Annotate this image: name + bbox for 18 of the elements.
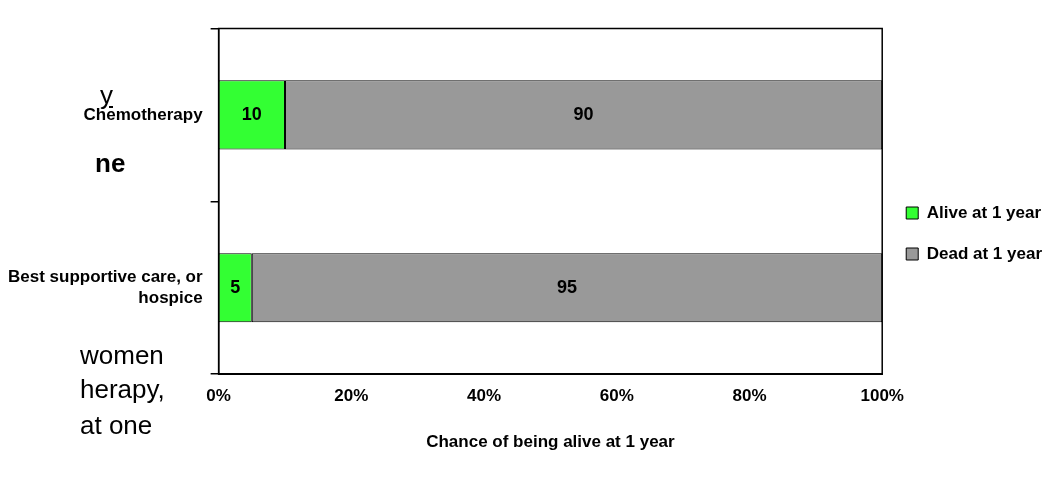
x-tick-label: 80% bbox=[732, 386, 767, 406]
x-tick-label: 60% bbox=[599, 386, 634, 406]
text: herapy, bbox=[80, 374, 165, 405]
data-label: 95 bbox=[556, 276, 578, 297]
x-tick-label: 100% bbox=[860, 386, 904, 406]
legend-label: Alive at 1 year bbox=[926, 202, 1042, 222]
text: ne bbox=[95, 148, 126, 179]
data-label: 90 bbox=[573, 103, 594, 124]
data-label: 5 bbox=[230, 276, 241, 297]
x-tick-label: 40% bbox=[467, 386, 502, 406]
y-tick-label: Best supportive care, or hospice bbox=[8, 267, 203, 307]
x-axis-title: Chance of being alive at 1 year bbox=[426, 432, 676, 452]
x-tick-label: 0% bbox=[206, 386, 231, 406]
x-tick-label: 20% bbox=[334, 386, 369, 406]
text: women bbox=[80, 340, 164, 371]
data-label: 10 bbox=[241, 103, 262, 124]
legend-label: Dead at 1 year bbox=[926, 243, 1043, 263]
text: at one bbox=[80, 410, 153, 441]
